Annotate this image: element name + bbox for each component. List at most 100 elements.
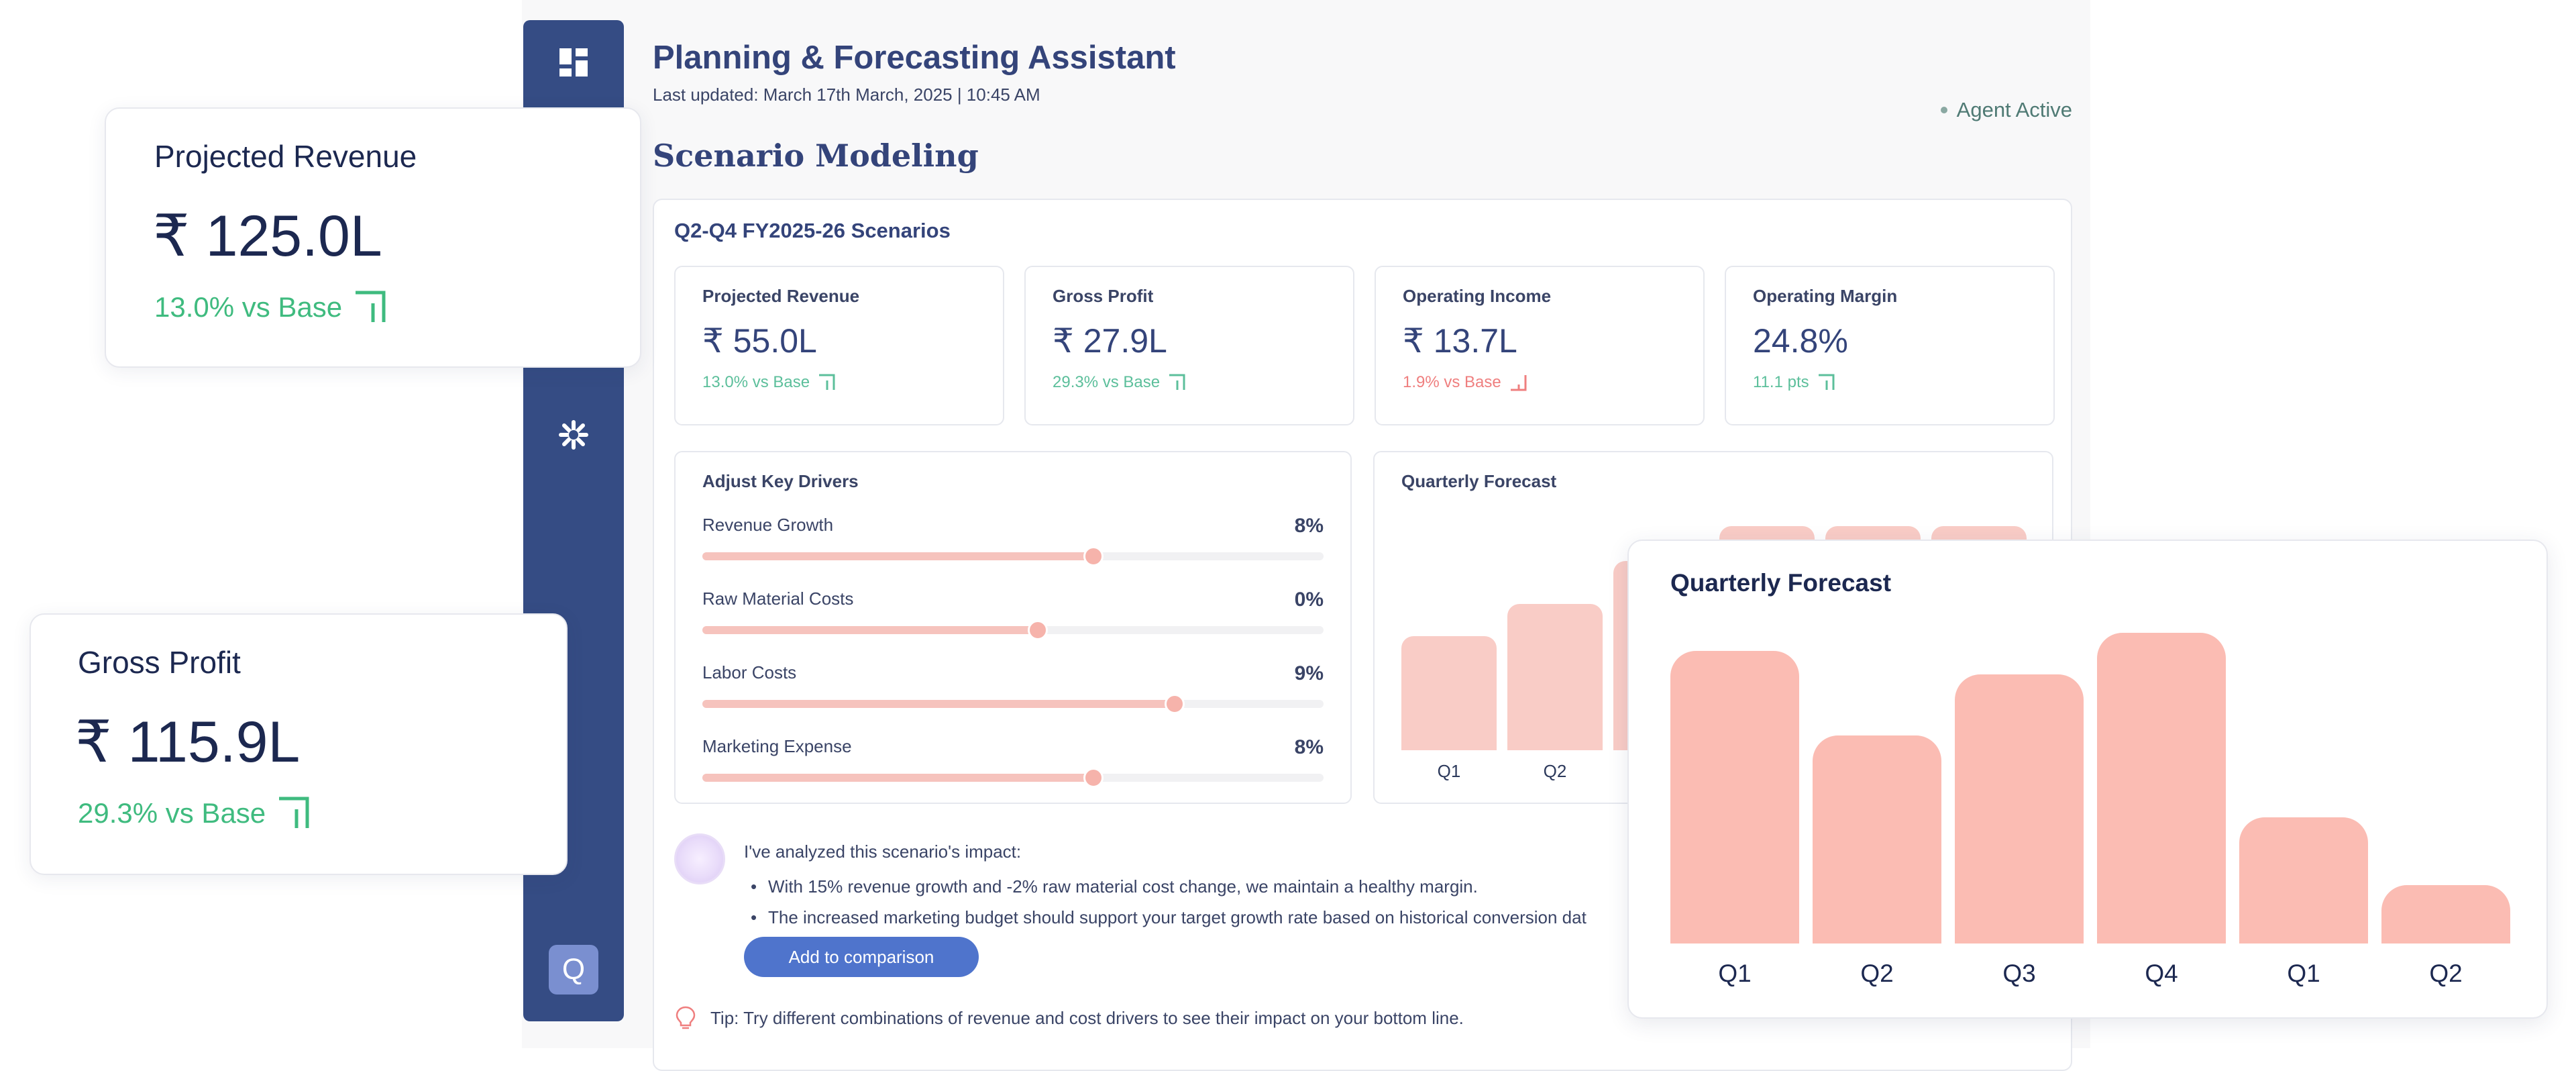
kpi-change-text: 11.1 pts [1753, 373, 1809, 391]
chart-title: Quarterly Forecast [1401, 471, 1557, 491]
float-card-gross-profit: Gross Profit ₹ 115.9L 29.3% vs Base [30, 613, 568, 875]
agent-status: Agent Active [1940, 98, 2072, 122]
driver-raw-material: Raw Material Costs 0% [702, 566, 1324, 640]
page-title: Planning & Forecasting Assistant [653, 40, 1176, 76]
quarterly-forecast-chart: Quarterly Forecast Q1 Q2 Q3 Q4 Q1 Q2 [1627, 540, 2548, 1019]
scenarios-title: Q2-Q4 FY2025-26 Scenarios [674, 219, 951, 242]
arrow-up-right-icon [279, 797, 309, 828]
slider-track[interactable] [702, 768, 1324, 788]
chart-bar [1955, 674, 2084, 944]
chart-tick-label: Q2 [2429, 960, 2463, 987]
float-change: 13.0% vs Base [154, 290, 388, 325]
chart-bar [1507, 604, 1603, 750]
last-updated: Last updated: March 17th March, 2025 | 1… [653, 85, 1040, 105]
driver-label: Raw Material Costs [702, 589, 854, 609]
slider-track[interactable] [702, 546, 1324, 566]
chart-tick-label: Q1 [2287, 960, 2320, 987]
float-value: ₹ 115.9L [75, 710, 301, 774]
kpi-change-text: 13.0% vs Base [702, 373, 810, 391]
status-dot-icon [1940, 107, 1947, 113]
kpi-value: ₹ 27.9L [1053, 322, 1167, 360]
kpi-change-text: 1.9% vs Base [1403, 373, 1501, 391]
slider-handle[interactable] [1164, 694, 1185, 714]
arrow-up-right-icon [1818, 374, 1835, 390]
drivers-card: Adjust Key Drivers Revenue Growth 8% Raw… [674, 451, 1352, 804]
dashboard-icon[interactable] [551, 40, 596, 85]
driver-value: 8% [1294, 515, 1324, 537]
driver-marketing: Marketing Expense 8% [702, 713, 1324, 788]
chart-bar [2097, 633, 2226, 944]
slider-handle[interactable] [1028, 620, 1049, 640]
float-change-text: 13.0% vs Base [154, 291, 343, 323]
float-value: ₹ 125.0L [153, 204, 382, 268]
chart-bar [2381, 885, 2510, 944]
list-item: The increased marketing budget should su… [751, 902, 1587, 933]
kpi-label: Operating Margin [1753, 286, 1898, 306]
driver-labor-costs: Labor Costs 9% [702, 640, 1324, 714]
tip-text: Tip: Try different combinations of reven… [710, 1007, 1464, 1028]
kpi-card-operating-margin: Operating Margin 24.8% 11.1 pts [1725, 266, 2055, 425]
kpi-label: Operating Income [1403, 286, 1552, 306]
driver-label: Revenue Growth [702, 515, 834, 535]
arrow-up-right-icon [356, 291, 386, 322]
chart-bar [1401, 636, 1497, 750]
kpi-value: ₹ 13.7L [1403, 322, 1517, 360]
kpi-label: Gross Profit [1053, 286, 1154, 306]
kpi-change: 13.0% vs Base [702, 372, 976, 393]
arrow-up-right-icon [1169, 374, 1185, 390]
arrow-down-right-icon [1510, 375, 1527, 391]
float-change-text: 29.3% vs Base [78, 797, 266, 829]
arrow-up-right-icon [819, 374, 835, 390]
header: Planning & Forecasting Assistant Last up… [653, 39, 2072, 121]
driver-label: Marketing Expense [702, 736, 852, 756]
tip: Tip: Try different combinations of reven… [674, 1005, 1464, 1031]
kpi-change: 1.9% vs Base [1403, 372, 1676, 393]
driver-value: 9% [1294, 662, 1324, 684]
chart-bar [1813, 735, 1941, 944]
driver-revenue-growth: Revenue Growth 8% [702, 492, 1324, 566]
chart-tick-label: Q2 [1860, 960, 1894, 987]
slider-fill [702, 700, 1175, 708]
slider-track[interactable] [702, 694, 1324, 714]
drivers-title: Adjust Key Drivers [702, 471, 859, 491]
lightbulb-icon [676, 1006, 696, 1029]
chart-tick-label: Q2 [1543, 761, 1567, 781]
kpi-change-text: 29.3% vs Base [1053, 373, 1161, 391]
float-change: 29.3% vs Base [78, 796, 311, 831]
float-card-projected-revenue: Projected Revenue ₹ 125.0L 13.0% vs Base [105, 107, 641, 368]
kpi-change: 11.1 pts [1753, 372, 2027, 393]
driver-value: 8% [1294, 736, 1324, 758]
section-title: Scenario Modeling [653, 138, 979, 174]
sparkle-icon[interactable] [551, 413, 596, 457]
assistant-avatar-icon [674, 833, 725, 884]
kpi-label: Projected Revenue [702, 286, 860, 306]
list-item: With 15% revenue growth and -2% raw mate… [751, 871, 1587, 902]
chart-tick-label: Q4 [2145, 960, 2178, 987]
driver-value: 0% [1294, 589, 1324, 611]
kpi-card-revenue: Projected Revenue ₹ 55.0L 13.0% vs Base [674, 266, 1004, 425]
add-to-comparison-button[interactable]: Add to comparison [744, 937, 979, 977]
slider-fill [702, 552, 1094, 560]
kpi-card-gross-profit: Gross Profit ₹ 27.9L 29.3% vs Base [1024, 266, 1354, 425]
float-label: Gross Profit [78, 645, 241, 680]
slider-track[interactable] [702, 620, 1324, 640]
float-label: Projected Revenue [154, 139, 417, 174]
chart-title: Quarterly Forecast [1670, 569, 1892, 597]
slider-handle[interactable] [1083, 546, 1104, 566]
chart-tick-label: Q3 [2002, 960, 2036, 987]
kpi-card-operating-income: Operating Income ₹ 13.7L 1.9% vs Base [1375, 266, 1705, 425]
chart-tick-label: Q1 [1718, 960, 1752, 987]
slider-fill [702, 626, 1038, 634]
kpi-change: 29.3% vs Base [1053, 372, 1326, 393]
driver-label: Labor Costs [702, 662, 797, 682]
slider-handle[interactable] [1083, 768, 1104, 788]
chart-bar [1670, 651, 1799, 944]
chart-bar [2239, 817, 2368, 944]
user-avatar[interactable]: Q [549, 945, 598, 994]
chart-tick-label: Q1 [1437, 761, 1461, 781]
agent-status-label: Agent Active [1956, 98, 2072, 121]
slider-fill [702, 774, 1094, 782]
kpi-value: 24.8% [1753, 322, 1848, 360]
kpi-value: ₹ 55.0L [702, 322, 817, 360]
analysis-bullets: With 15% revenue growth and -2% raw mate… [751, 871, 1587, 933]
